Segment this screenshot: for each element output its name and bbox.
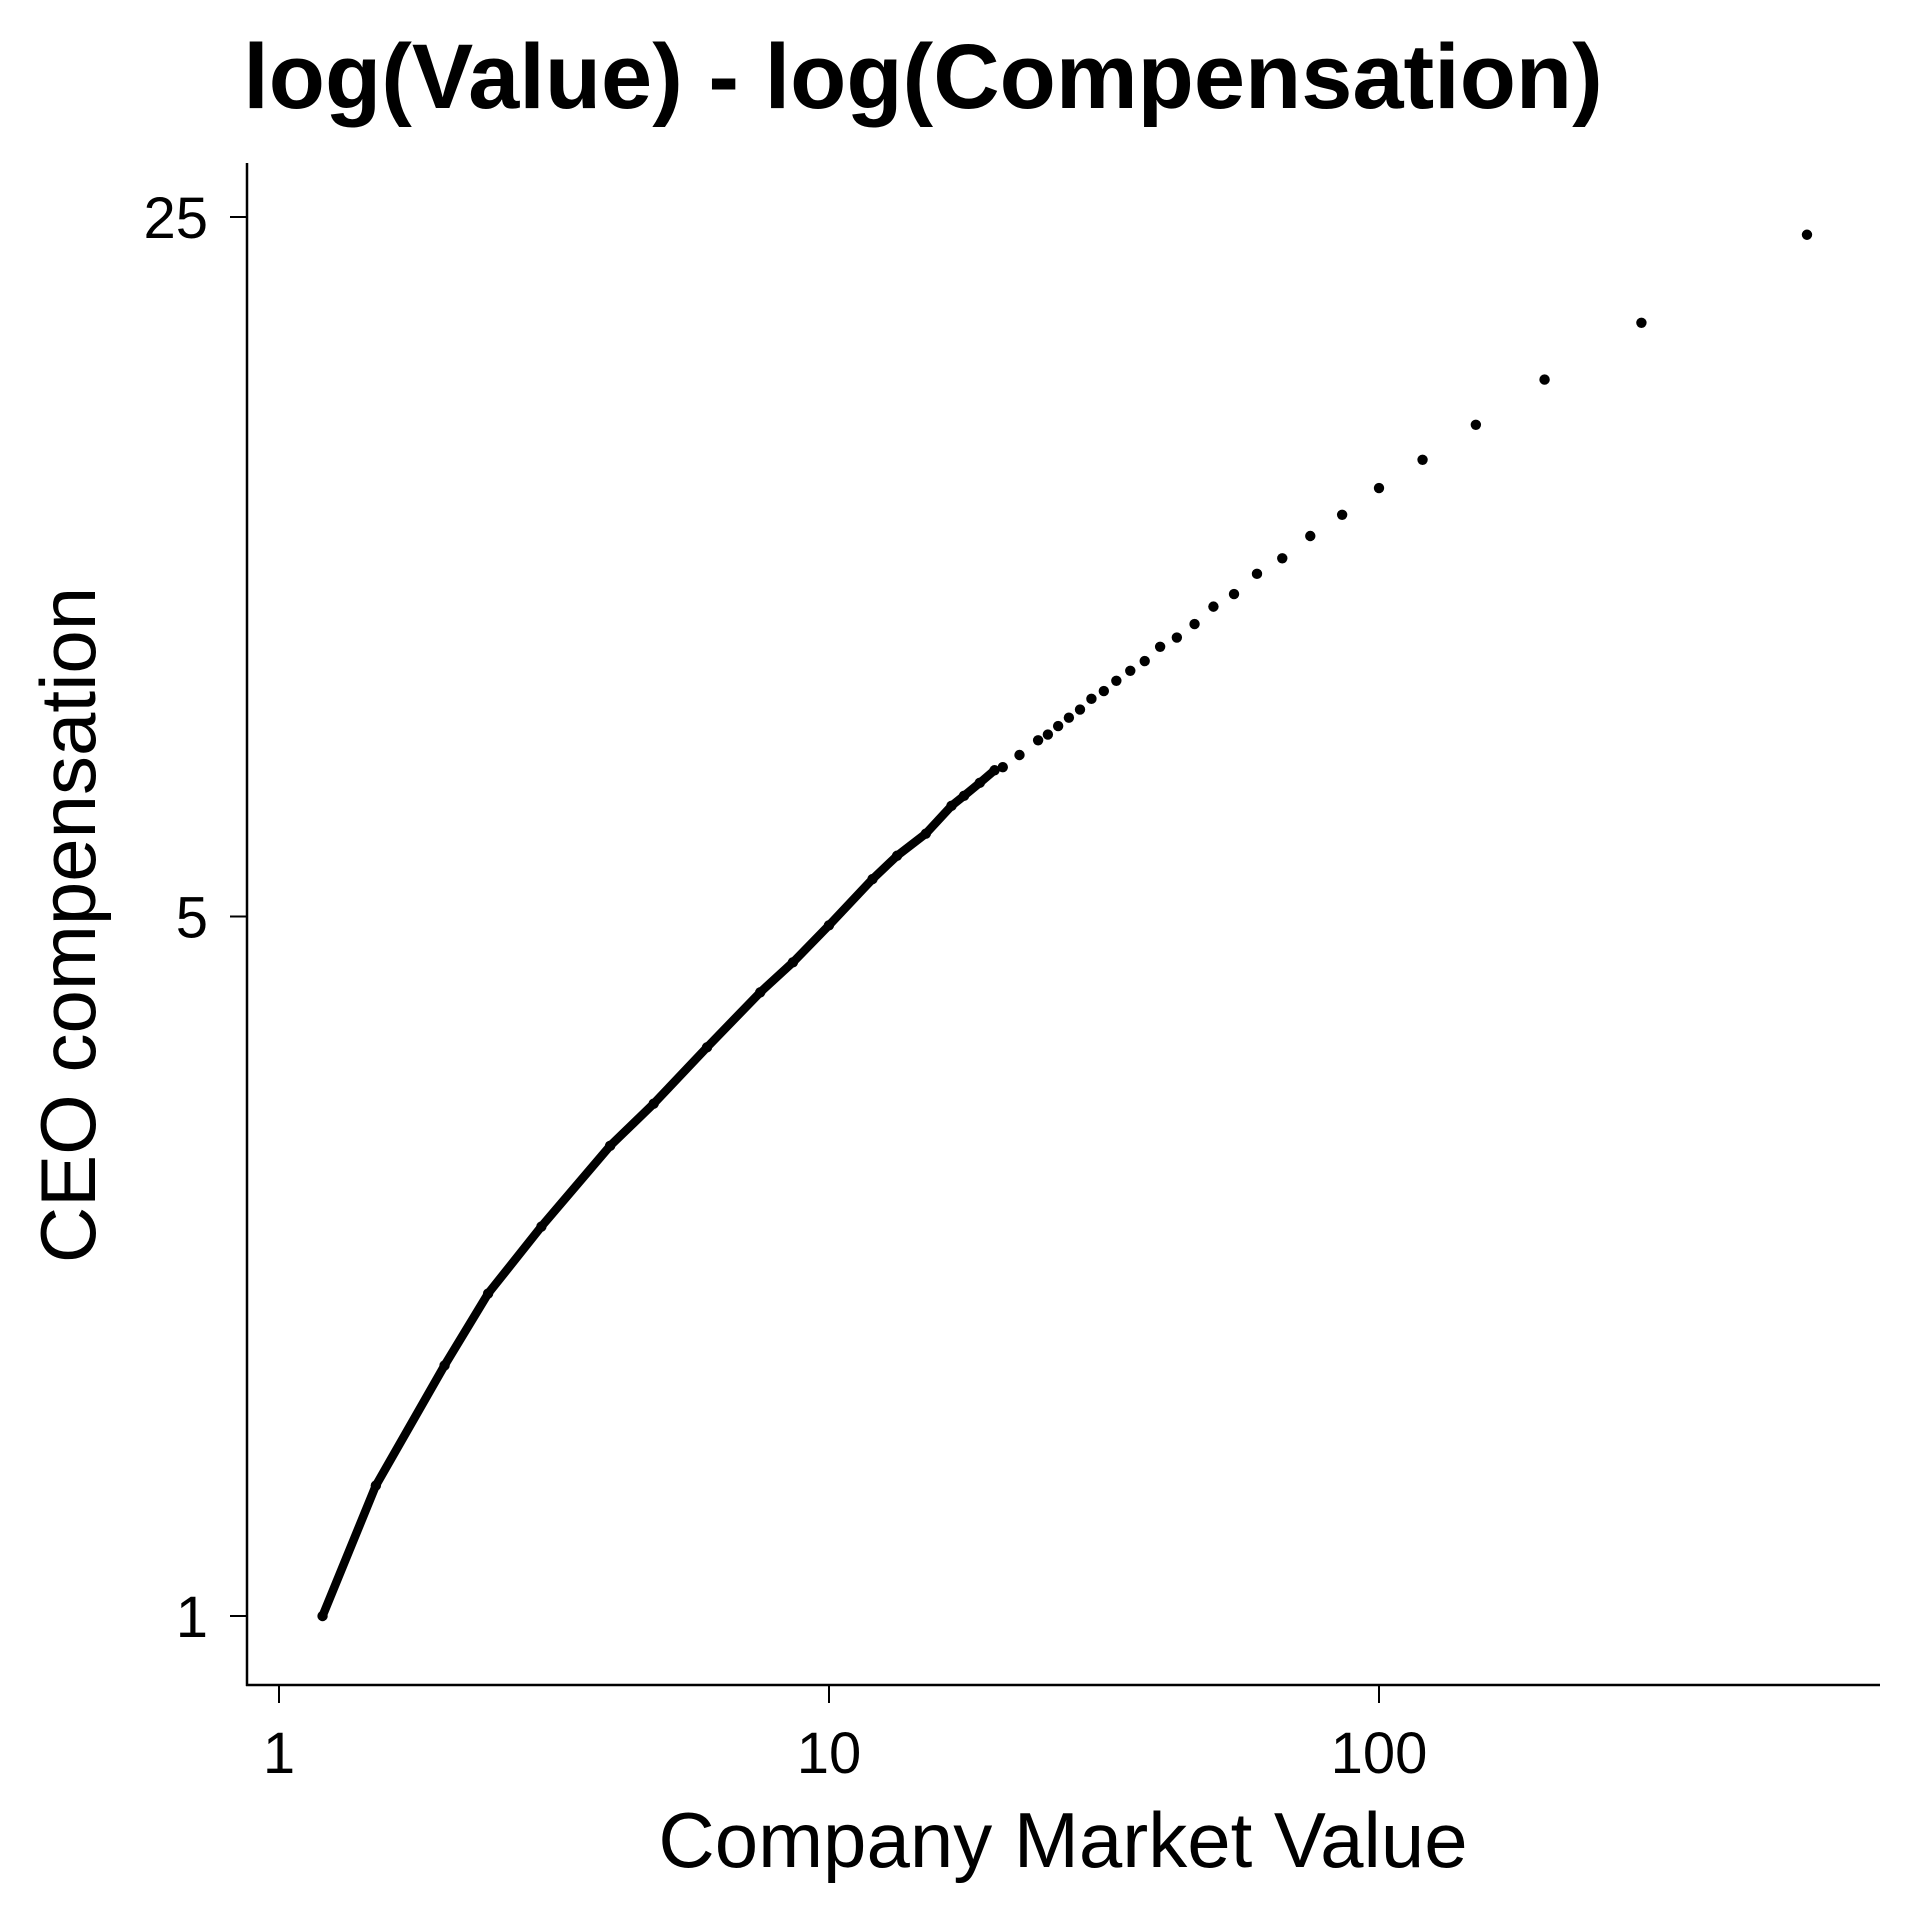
- data-point: [1074, 704, 1086, 715]
- data-point: [958, 790, 970, 802]
- data-point: [1801, 229, 1813, 240]
- data-point: [823, 920, 835, 931]
- data-point: [1417, 454, 1428, 465]
- data-point: [1470, 419, 1482, 430]
- y-tick-label: 5: [176, 886, 208, 951]
- x-tick-label: 100: [1331, 1721, 1428, 1786]
- x-tick-label: 1: [263, 1721, 295, 1786]
- data-point: [1098, 685, 1110, 697]
- data-point: [989, 765, 1000, 776]
- data-point: [317, 1610, 328, 1622]
- dense-points-line: [318, 766, 999, 1621]
- data-point: [1063, 712, 1075, 723]
- chart-title: log(Value) - log(Compensation): [243, 26, 1603, 128]
- data-point: [604, 1140, 616, 1152]
- data-point: [536, 1221, 547, 1232]
- data-point: [1539, 374, 1550, 385]
- data-point: [439, 1360, 450, 1371]
- data-point: [1373, 482, 1385, 494]
- data-point: [482, 1288, 494, 1299]
- data-point: [755, 987, 766, 998]
- plot-area: [317, 229, 1813, 1622]
- data-point: [1336, 509, 1348, 520]
- data-point: [1052, 720, 1064, 732]
- data-point: [701, 1042, 713, 1053]
- data-point: [1636, 317, 1647, 328]
- y-tick-label: 25: [143, 186, 208, 251]
- x-ticks: 1 10 100: [263, 1686, 1428, 1786]
- data-point: [920, 828, 932, 839]
- data-point: [648, 1098, 659, 1109]
- data-point: [1111, 675, 1122, 686]
- data-point: [1032, 735, 1044, 746]
- data-point: [1251, 568, 1263, 580]
- data-point: [891, 850, 903, 861]
- data-point: [370, 1480, 382, 1491]
- data-point: [1086, 693, 1097, 705]
- data-point: [1042, 729, 1054, 740]
- data-point: [1189, 618, 1200, 630]
- data-point: [1228, 588, 1240, 600]
- data-point: [997, 761, 1008, 773]
- data-point: [1305, 530, 1316, 542]
- y-tick-label: 1: [176, 1585, 208, 1650]
- data-point: [974, 777, 985, 789]
- data-point: [1208, 601, 1219, 612]
- data-point: [1139, 655, 1150, 667]
- x-tick-label: 10: [797, 1721, 862, 1786]
- y-axis-label: CEO compensation: [24, 587, 112, 1263]
- data-point: [1125, 665, 1136, 677]
- x-axis-label: Company Market Value: [658, 1796, 1467, 1884]
- data-point: [867, 873, 878, 885]
- data-point: [787, 957, 799, 968]
- data-point: [1014, 749, 1025, 761]
- data-point: [1277, 553, 1288, 564]
- data-point: [1154, 641, 1166, 652]
- data-point: [946, 800, 957, 812]
- data-point: [1171, 632, 1183, 643]
